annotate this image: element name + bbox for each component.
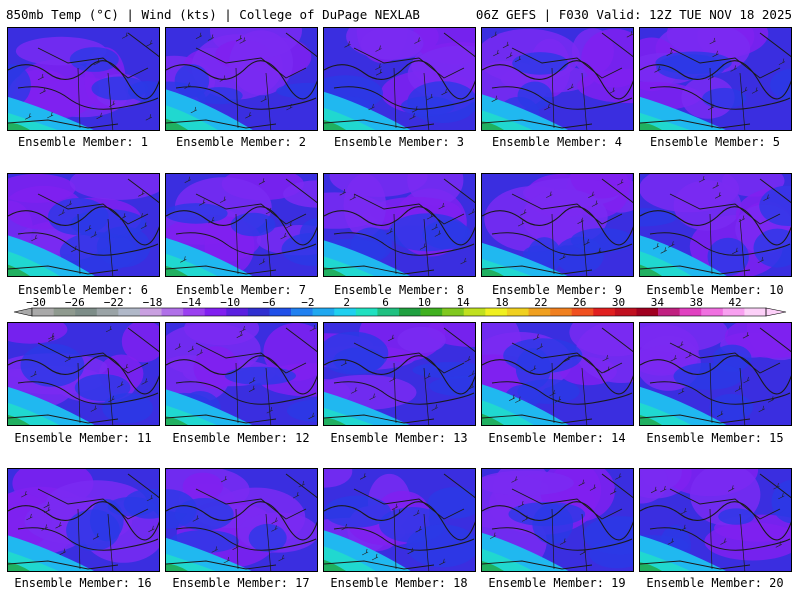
colorbar-tick-label: 18 bbox=[495, 296, 509, 309]
colorbar-swatch bbox=[334, 308, 357, 316]
ensemble-member-map bbox=[323, 468, 476, 572]
colorbar-swatch bbox=[485, 308, 508, 316]
colorbar-tick-label: −10 bbox=[220, 296, 241, 309]
colorbar-swatch bbox=[204, 308, 227, 316]
colorbar-swatch bbox=[506, 308, 529, 316]
ensemble-member-map bbox=[639, 27, 792, 131]
colorbar-swatch bbox=[463, 308, 486, 316]
colorbar-swatch bbox=[291, 308, 313, 316]
colorbar-swatch bbox=[247, 308, 270, 316]
ensemble-member-map bbox=[639, 173, 792, 277]
ensemble-member-label: Ensemble Member: 18 bbox=[330, 576, 468, 590]
ensemble-member-label: Ensemble Member: 19 bbox=[488, 576, 626, 590]
colorbar-tick-label: −22 bbox=[103, 296, 124, 309]
ensemble-member-map bbox=[165, 27, 318, 131]
ensemble-member-map bbox=[481, 27, 634, 131]
colorbar-swatch bbox=[183, 308, 206, 316]
ensemble-member-label: Ensemble Member: 3 bbox=[333, 135, 465, 149]
colorbar-swatch bbox=[32, 308, 54, 316]
header-run-info: 06Z GEFS | F030 Valid: 12Z TUE NOV 18 20… bbox=[475, 7, 792, 22]
ensemble-member-map bbox=[7, 322, 160, 426]
ensemble-member-label: Ensemble Member: 12 bbox=[172, 431, 310, 445]
colorbar-max-arrow bbox=[765, 307, 787, 317]
colorbar-tick-label: −14 bbox=[181, 296, 202, 309]
ensemble-member-label: Ensemble Member: 1 bbox=[17, 135, 149, 149]
header-title: 850mb Temp (°C) | Wind (kts) | College o… bbox=[6, 7, 420, 22]
colorbar-tick-label: 34 bbox=[650, 296, 664, 309]
colorbar-tick-label: 6 bbox=[382, 296, 389, 309]
colorbar-tick-label: −2 bbox=[301, 296, 315, 309]
colorbar-tick-label: −26 bbox=[64, 296, 85, 309]
colorbar-swatch bbox=[399, 308, 421, 316]
ensemble-member-map bbox=[481, 322, 634, 426]
colorbar-swatch bbox=[636, 308, 659, 316]
colorbar-swatch bbox=[139, 308, 162, 316]
colorbar-tick-label: 22 bbox=[534, 296, 548, 309]
colorbar-tick-label: 38 bbox=[689, 296, 703, 309]
colorbar-tick-label: 30 bbox=[611, 296, 626, 309]
ensemble-member-label: Ensemble Member: 9 bbox=[491, 283, 623, 297]
colorbar-tick-label: −6 bbox=[262, 296, 276, 309]
colorbar-swatch bbox=[701, 308, 724, 316]
ensemble-member-map bbox=[165, 173, 318, 277]
colorbar-swatch bbox=[75, 308, 98, 316]
colorbar-swatch bbox=[679, 308, 702, 316]
colorbar-swatch bbox=[161, 308, 184, 316]
colorbar-swatch bbox=[744, 308, 767, 316]
ensemble-member-map bbox=[7, 27, 160, 131]
colorbar-swatch bbox=[528, 308, 551, 316]
ensemble-member-label: Ensemble Member: 4 bbox=[491, 135, 623, 149]
ensemble-member-label: Ensemble Member: 14 bbox=[488, 431, 626, 445]
colorbar-swatch bbox=[312, 308, 335, 316]
colorbar-tick-label: 14 bbox=[456, 296, 470, 309]
colorbar-swatch bbox=[550, 308, 573, 316]
colorbar-swatch bbox=[53, 308, 76, 316]
ensemble-member-map bbox=[7, 468, 160, 572]
ensemble-member-map bbox=[323, 173, 476, 277]
ensemble-member-label: Ensemble Member: 7 bbox=[175, 283, 307, 297]
ensemble-member-map bbox=[639, 322, 792, 426]
ensemble-member-map bbox=[323, 27, 476, 131]
ensemble-member-map bbox=[165, 322, 318, 426]
ensemble-member-label: Ensemble Member: 20 bbox=[646, 576, 784, 590]
ensemble-member-map bbox=[165, 468, 318, 572]
ensemble-member-label: Ensemble Member: 13 bbox=[330, 431, 468, 445]
colorbar-tick-label: 2 bbox=[343, 296, 350, 309]
colorbar-tick-label: 42 bbox=[728, 296, 742, 309]
ensemble-member-label: Ensemble Member: 10 bbox=[646, 283, 784, 297]
colorbar-swatch bbox=[442, 308, 465, 316]
ensemble-member-label: Ensemble Member: 16 bbox=[14, 576, 152, 590]
colorbar-swatch bbox=[571, 308, 594, 316]
ensemble-member-label: Ensemble Member: 8 bbox=[333, 283, 465, 297]
colorbar-tick-label: −18 bbox=[142, 296, 163, 309]
ensemble-member-map bbox=[7, 173, 160, 277]
ensemble-member-map bbox=[639, 468, 792, 572]
colorbar-swatch bbox=[377, 308, 400, 316]
temperature-colorbar bbox=[13, 307, 787, 317]
colorbar-tick-label: 26 bbox=[573, 296, 587, 309]
ensemble-member-label: Ensemble Member: 2 bbox=[175, 135, 307, 149]
ensemble-member-map bbox=[481, 173, 634, 277]
colorbar-min-arrow bbox=[13, 307, 33, 317]
colorbar-tick-label: 10 bbox=[417, 296, 431, 309]
colorbar-swatch bbox=[226, 308, 249, 316]
ensemble-member-label: Ensemble Member: 5 bbox=[649, 135, 781, 149]
colorbar-swatch bbox=[593, 308, 616, 316]
colorbar-swatch bbox=[420, 308, 443, 316]
ensemble-member-label: Ensemble Member: 11 bbox=[14, 431, 152, 445]
colorbar-swatch bbox=[118, 308, 141, 316]
colorbar-swatch bbox=[269, 308, 292, 316]
colorbar-swatch bbox=[658, 308, 680, 316]
colorbar-swatch bbox=[614, 308, 637, 316]
ensemble-member-label: Ensemble Member: 15 bbox=[646, 431, 784, 445]
colorbar-swatch bbox=[355, 308, 378, 316]
ensemble-member-label: Ensemble Member: 6 bbox=[17, 283, 149, 297]
ensemble-member-map bbox=[323, 322, 476, 426]
colorbar-swatch bbox=[722, 308, 745, 316]
ensemble-member-label: Ensemble Member: 17 bbox=[172, 576, 310, 590]
colorbar-swatch bbox=[96, 308, 119, 316]
colorbar-tick-label: −30 bbox=[26, 296, 46, 309]
ensemble-member-map bbox=[481, 468, 634, 572]
